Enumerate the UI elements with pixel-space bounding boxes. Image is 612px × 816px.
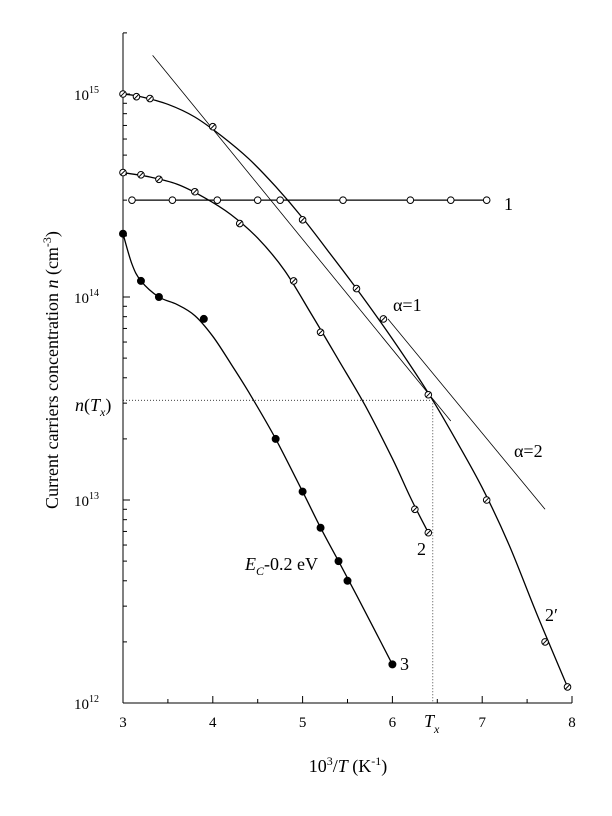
data-point [119, 168, 127, 177]
data-point [146, 94, 154, 103]
data-point-cross [120, 169, 126, 176]
data-point [316, 523, 325, 532]
tangent-line [387, 318, 546, 510]
data-point [253, 196, 262, 204]
data-point [343, 576, 352, 585]
data-point-cross [120, 91, 126, 97]
data-point [541, 638, 549, 646]
data-point-cross [353, 285, 360, 292]
data-point-cross [210, 124, 216, 130]
tangent-lines [152, 55, 546, 510]
axes-frame [122, 32, 573, 704]
data-point [137, 170, 145, 179]
data-point [424, 528, 433, 537]
y-tick-label: 1014 [74, 288, 99, 307]
data-point [132, 92, 141, 101]
data-point-cross [147, 95, 153, 102]
x-tick-label: 4 [209, 715, 217, 731]
y-axis-title: Current carriers concentration n (cm-3) [40, 231, 63, 509]
data-point [334, 557, 343, 566]
data-point [379, 315, 388, 323]
series-1-label: 1 [504, 194, 513, 214]
curve-labels: 1 2 2′ 3 EC-0.2 eV α=1 α=2 n(Tx) Tx [75, 194, 558, 736]
x-tick-label: 6 [389, 715, 397, 731]
data-point [482, 496, 491, 504]
data-point [271, 434, 280, 443]
series-2-label: 2 [417, 539, 426, 559]
data-point [298, 487, 307, 496]
data-point-cross [380, 316, 387, 322]
data-point [424, 390, 433, 399]
data-points [119, 90, 572, 691]
series-curve [122, 233, 393, 665]
data-point [289, 277, 298, 285]
data-point-cross [299, 217, 306, 223]
y-tick-label: 1013 [74, 491, 99, 510]
data-point [119, 229, 127, 238]
data-point-cross [138, 172, 144, 178]
n-Tx-label: n(Tx) [75, 395, 111, 419]
data-point [276, 196, 284, 204]
data-point-cross [412, 506, 418, 512]
data-point [155, 175, 163, 184]
data-point [191, 187, 199, 196]
x-tick-label: 5 [299, 715, 307, 731]
data-point [352, 284, 361, 293]
data-point [168, 196, 177, 204]
data-point [406, 196, 415, 204]
data-point-cross [425, 392, 431, 398]
energy-level-label: EC-0.2 eV [244, 554, 318, 578]
data-point [199, 314, 208, 323]
series-3-label: 3 [400, 654, 409, 674]
data-point [154, 293, 163, 301]
tick-labels: 3 4 5 6 7 8 1012 1013 1014 1015 [74, 85, 576, 731]
data-point [316, 328, 325, 337]
series-curve [122, 171, 429, 533]
data-point-cross [317, 329, 324, 335]
data-point-cross [133, 94, 140, 100]
data-point-cross [290, 278, 297, 284]
data-point [339, 196, 347, 204]
x-tick-label: 3 [119, 715, 127, 731]
series-2prime-label: 2′ [545, 605, 558, 625]
data-point [388, 660, 397, 669]
data-point-cross [237, 220, 243, 227]
data-point-cross [542, 639, 548, 645]
reference-guides [123, 399, 434, 703]
data-point [209, 122, 217, 131]
Tx-label: Tx [424, 711, 440, 736]
data-point [235, 219, 244, 228]
alpha-2-label: α=2 [514, 441, 543, 461]
data-point [119, 90, 127, 98]
data-curves [122, 93, 569, 688]
x-axis-title: 103/T (K-1) [309, 754, 388, 777]
data-point-cross [564, 684, 571, 690]
series-curve [122, 93, 569, 688]
data-point [136, 276, 145, 285]
data-point [298, 216, 307, 224]
y-tick-label: 1012 [74, 694, 99, 713]
data-point [482, 196, 491, 204]
alpha-1-label: α=1 [393, 295, 422, 315]
data-point-cross [192, 189, 198, 195]
x-tick-label: 8 [568, 715, 576, 731]
y-tick-label: 1015 [74, 85, 99, 104]
data-point [213, 196, 222, 204]
data-point-cross [484, 497, 490, 503]
data-point [128, 196, 136, 204]
data-point-cross [156, 176, 162, 182]
tangent-line [152, 55, 452, 422]
data-point [446, 196, 455, 204]
data-point-cross [425, 530, 431, 536]
data-point [563, 683, 572, 691]
data-point [411, 505, 419, 514]
x-tick-label: 7 [478, 715, 486, 731]
